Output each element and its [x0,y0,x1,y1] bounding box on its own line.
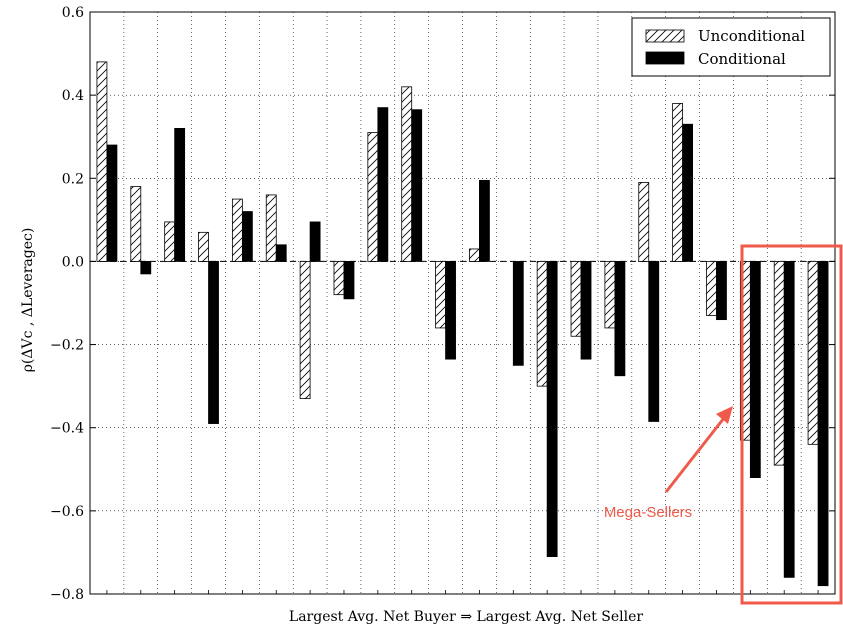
bar-conditional [106,144,118,262]
annotation: Mega-Sellers [604,244,843,605]
bar-unconditional [198,231,209,262]
bar-unconditional [299,261,311,400]
bar-unconditional [367,132,379,262]
bar-unconditional [469,248,480,262]
bars [96,61,829,587]
legend: Unconditional Conditional [631,17,831,77]
bar-conditional [241,211,253,262]
legend-swatch-conditional [645,51,685,65]
bar-unconditional [164,221,176,262]
x-axis-label: Largest Avg. Net Buyer ⇒ Largest Avg. Ne… [289,609,643,625]
axes: −0.8 −0.6 −0.4 −0.2 0.0 0.2 0.4 0.6 [50,5,836,603]
legend-box [631,17,831,77]
bar-conditional [783,261,795,578]
bar-unconditional [706,261,717,316]
mega-sellers-label: Mega-Sellers [604,504,692,521]
bar-conditional [445,261,456,360]
y-tick-label: 0.4 [62,88,84,104]
y-tick-label: 0.0 [62,254,84,270]
bar-unconditional [536,261,548,387]
legend-label-unconditional: Unconditional [698,27,805,45]
y-tick-label: −0.8 [50,587,84,603]
bar-conditional [343,261,355,300]
bar-conditional [174,127,186,262]
bar-unconditional [130,186,142,262]
y-tick-label: −0.4 [50,421,84,437]
y-tick-label: −0.6 [50,504,84,520]
legend-swatch-unconditional [645,29,685,43]
bar-conditional [140,261,152,275]
bar-unconditional [231,198,243,262]
bar-conditional [546,261,558,557]
y-tick-label: 0.2 [62,171,84,187]
mega-sellers-arrowhead [716,406,733,424]
bar-unconditional [672,103,684,262]
bar-conditional [716,261,727,321]
bar-conditional [377,107,389,262]
bar-unconditional [265,194,277,262]
bar-conditional [411,109,423,262]
bar-conditional [749,261,761,478]
y-tick-label: −0.2 [50,338,84,354]
mega-sellers-arrow-line [664,417,726,493]
bar-conditional [309,221,321,262]
bar-unconditional [807,261,819,445]
bar-conditional [580,261,592,360]
bar-conditional [512,261,524,366]
bar-unconditional [773,261,785,466]
bar-conditional [614,261,626,377]
bar-conditional [682,123,694,262]
axes-frame [89,11,836,595]
y-tick-label: 0.6 [62,5,84,21]
bar-unconditional [570,261,582,337]
bar-conditional [648,261,660,422]
legend-label-conditional: Conditional [698,50,786,68]
bar-unconditional [638,182,650,262]
bar-unconditional [96,61,108,262]
bar-unconditional [604,261,616,329]
bar-conditional [275,244,287,262]
y-axis-label: ρ(ΔVc , ΔLeveragec) [20,228,36,373]
bar-conditional [208,261,219,424]
mega-sellers-highlight-box [740,244,843,605]
bar-unconditional [435,261,446,329]
bar-conditional [817,261,829,587]
bar-conditional [479,179,490,262]
bar-unconditional [333,261,345,296]
bar-unconditional [401,86,413,262]
